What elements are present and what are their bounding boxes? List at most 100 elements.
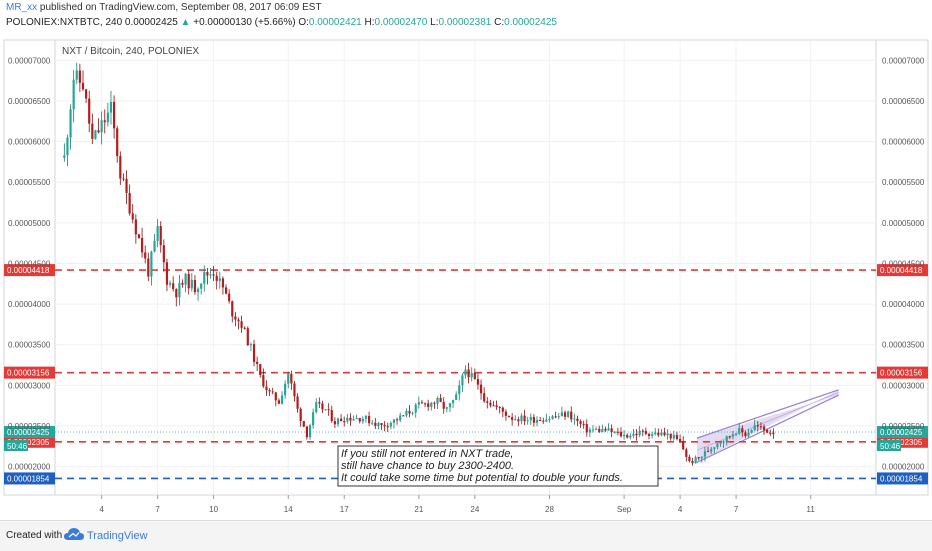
candle-body <box>548 418 551 420</box>
candle-body <box>181 282 184 285</box>
countdown-label-left: 50:46 <box>7 442 28 451</box>
candle-body <box>187 273 190 289</box>
y-tick-label-right: 0.00003000 <box>882 381 925 390</box>
candle-body <box>772 432 775 435</box>
candle-body <box>175 289 178 298</box>
candle-body <box>753 425 756 431</box>
candle-body <box>395 419 399 421</box>
candle-body <box>464 369 467 376</box>
candle-body <box>461 375 464 386</box>
candle-body <box>88 98 91 124</box>
y-tick-label-right: 0.00004000 <box>882 300 925 309</box>
candle-body <box>483 393 486 402</box>
annotation-frame[interactable] <box>337 445 659 487</box>
candles <box>63 62 775 466</box>
level-price-tag-right <box>877 472 928 485</box>
close-value: 0.00002425 <box>504 17 557 28</box>
candle-body <box>514 419 517 421</box>
candle-body <box>75 70 78 80</box>
candle-body <box>84 89 88 99</box>
candle-body <box>582 423 585 425</box>
candle-body <box>613 431 616 433</box>
candle-body <box>672 434 675 439</box>
candle-body <box>240 321 243 328</box>
candle-body <box>601 428 604 432</box>
author-link[interactable]: MR_xx <box>6 2 38 13</box>
candle-body <box>529 417 532 421</box>
annotation-line: If you still not entered in NXT trade, <box>341 448 513 460</box>
candle-body <box>81 82 85 90</box>
channel-upper-line[interactable] <box>696 389 839 439</box>
candle-body <box>638 430 641 436</box>
candle-body <box>109 102 113 113</box>
candle-body <box>324 409 327 411</box>
candle-body <box>511 417 514 420</box>
candle-body <box>336 418 340 425</box>
candle-body <box>137 234 141 238</box>
candle-body <box>448 403 452 408</box>
price-chart[interactable]: 0.00004418 0.00004418 0.00003156 0.00003156… <box>0 0 932 520</box>
candle-body <box>734 433 738 435</box>
candle-body <box>206 271 209 276</box>
candle-body <box>532 417 536 423</box>
candle-body <box>259 364 262 376</box>
candle-body <box>539 420 542 422</box>
candle-body <box>710 448 713 452</box>
candle-body <box>685 449 688 457</box>
candle-body <box>545 419 548 422</box>
annotation-box[interactable]: If you still not entered in NXT trade, s… <box>337 445 659 487</box>
level-price-label-right: 0.00003156 <box>880 369 923 378</box>
y-tick-label-left: 0.00004000 <box>8 300 51 309</box>
candle-body <box>654 432 657 435</box>
candle-body <box>125 178 128 193</box>
candle-body <box>632 433 635 436</box>
footer: Created with TradingView <box>0 520 932 551</box>
candle-body <box>635 433 638 436</box>
x-axis: 4 7 10 14 17 21 24 28 Sep 4 7 11 <box>99 495 815 514</box>
candle-body <box>380 423 383 425</box>
tradingview-brand[interactable]: TradingView <box>87 530 148 542</box>
candle-body <box>669 433 672 439</box>
y-tick-label-right: 0.00006000 <box>882 138 925 147</box>
candle-body <box>103 120 106 123</box>
y-tick-label-right: 0.00004500 <box>882 259 925 268</box>
candle-body <box>402 415 405 417</box>
trend-channel[interactable] <box>696 389 839 464</box>
candle-body <box>573 418 576 420</box>
candle-body <box>150 251 153 277</box>
candle-body <box>349 417 352 421</box>
candle-body <box>299 408 302 421</box>
level-price-label-left: 0.00004418 <box>7 266 50 275</box>
candle-body <box>91 123 94 139</box>
candle-body <box>657 432 660 436</box>
candle-body <box>610 428 613 432</box>
candle-body <box>190 279 193 289</box>
plot-frame <box>54 39 877 496</box>
y-tick-label-left: 0.00005500 <box>8 178 51 187</box>
candle-body <box>551 416 554 419</box>
candle-body <box>399 415 402 421</box>
candle-body <box>140 237 144 253</box>
candle-body <box>557 416 560 418</box>
candle-body <box>595 428 598 430</box>
open-value: 0.00002421 <box>308 17 362 28</box>
candle-body <box>221 278 225 288</box>
channel-lower-line[interactable] <box>696 394 839 464</box>
channel-fill <box>696 389 839 463</box>
x-tick-label: 14 <box>284 505 293 514</box>
candle-body <box>623 434 626 437</box>
channel-mid-line[interactable] <box>696 392 839 451</box>
candle-body <box>284 383 287 396</box>
candle-body <box>193 279 197 293</box>
candle-body <box>106 112 109 123</box>
candle-body <box>417 402 420 405</box>
ohlc-header: POLONIEX:NXTBTC, 240 0.00002425 ▲ +0.000… <box>6 17 557 28</box>
symbol-info: POLONIEX:NXTBTC, 240 0.00002425 <box>6 17 181 28</box>
level-price-label-right: 0.00004418 <box>880 266 923 275</box>
candle-body <box>719 442 722 444</box>
candle-body <box>660 432 663 436</box>
candle-body <box>479 384 483 394</box>
candle-body <box>501 407 504 412</box>
candle-body <box>178 282 181 298</box>
change-value: +0.00000130 (+5.66%) <box>193 17 296 28</box>
